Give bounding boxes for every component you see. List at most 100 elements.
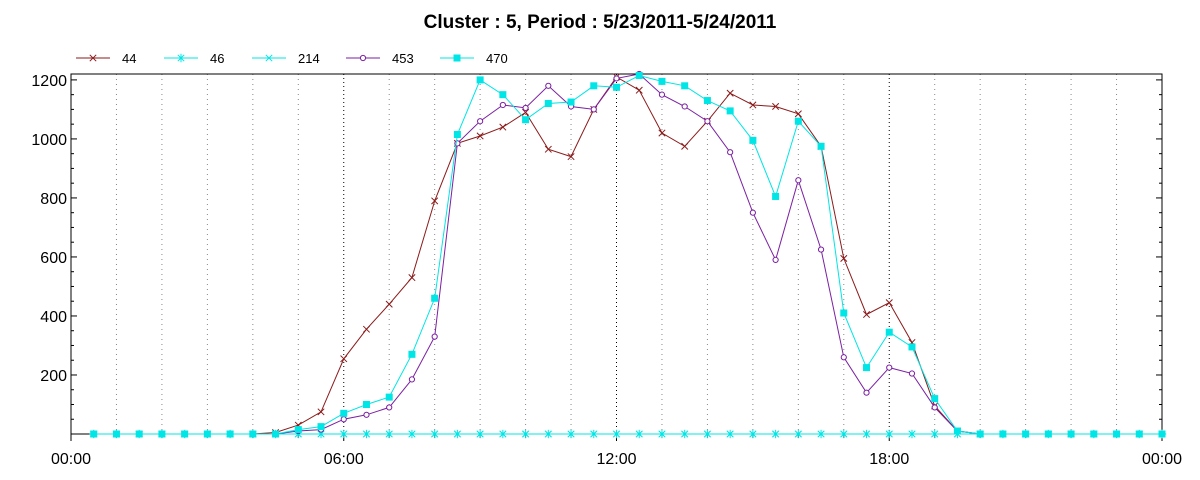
data-point — [1067, 430, 1075, 438]
data-point — [1044, 430, 1052, 438]
data-point — [1113, 430, 1121, 438]
data-point — [453, 54, 461, 62]
data-point — [681, 103, 688, 110]
data-point — [135, 430, 143, 438]
legend-item-470: 470 — [440, 51, 508, 66]
legend-item-46: 46 — [164, 51, 224, 66]
data-point — [453, 430, 461, 438]
data-point — [340, 416, 347, 423]
data-point — [408, 376, 416, 383]
data-point — [840, 254, 848, 262]
data-point — [703, 430, 711, 438]
data-point — [567, 153, 575, 161]
data-point — [840, 354, 847, 361]
legend-label: 453 — [392, 51, 414, 66]
data-point — [453, 130, 461, 138]
data-point — [794, 117, 802, 125]
data-point — [385, 393, 393, 401]
data-point — [749, 101, 757, 109]
data-point — [658, 129, 666, 137]
y-tick-label: 600 — [40, 250, 67, 267]
data-point — [840, 309, 848, 317]
data-point — [499, 91, 507, 99]
data-point — [385, 430, 393, 438]
data-point — [362, 430, 371, 438]
data-point — [317, 408, 325, 416]
data-point — [749, 136, 757, 144]
data-point — [544, 430, 552, 438]
x-tick-label: 06:00 — [324, 451, 364, 468]
data-point — [431, 197, 439, 205]
series-line — [93, 76, 1162, 435]
data-point — [772, 430, 780, 438]
data-point — [112, 430, 120, 438]
chart-title: Cluster : 5, Period : 5/23/2011-5/24/201… — [423, 12, 777, 33]
data-point — [863, 364, 871, 372]
data-point — [703, 97, 711, 105]
data-point — [476, 132, 484, 140]
data-point — [908, 370, 916, 377]
data-point — [794, 110, 802, 118]
data-point — [363, 411, 370, 418]
data-point — [931, 430, 939, 438]
y-tick-label: 1200 — [31, 73, 67, 90]
data-point — [522, 108, 530, 116]
data-point — [681, 82, 689, 90]
data-point — [953, 427, 961, 435]
legend-label: 214 — [298, 51, 320, 66]
legend-item-214: 214 — [252, 51, 320, 66]
y-tick-label: 800 — [40, 191, 67, 208]
data-point — [658, 77, 666, 85]
data-point — [908, 430, 916, 438]
data-point — [613, 75, 620, 82]
data-point — [340, 409, 348, 417]
data-point — [999, 430, 1007, 438]
data-point — [340, 355, 348, 363]
data-point — [931, 404, 938, 411]
data-point — [590, 82, 598, 90]
data-point — [885, 328, 893, 336]
data-point — [431, 430, 439, 438]
data-point — [931, 395, 939, 403]
chart-grid — [115, 74, 1118, 434]
data-point — [681, 430, 689, 438]
data-point — [567, 430, 575, 438]
legend-item-44: 44 — [76, 51, 136, 66]
series-470 — [90, 71, 1166, 438]
data-point — [886, 364, 893, 371]
chart-series — [89, 70, 1167, 439]
data-point — [795, 177, 802, 184]
data-point — [567, 98, 575, 106]
data-point — [545, 82, 552, 89]
data-point — [477, 118, 484, 125]
data-point — [408, 430, 416, 438]
data-point — [203, 430, 211, 438]
data-point — [408, 274, 416, 282]
data-point — [658, 430, 666, 438]
legend-label: 46 — [210, 51, 224, 66]
data-point — [499, 101, 506, 109]
data-point — [362, 400, 370, 408]
data-point — [772, 256, 779, 264]
data-point — [544, 145, 552, 153]
data-point — [817, 246, 825, 253]
data-point — [772, 192, 780, 200]
x-tick-label: 00:00 — [51, 451, 91, 468]
data-point — [590, 430, 598, 438]
chart-legend: 44 46 214 453 470 — [76, 51, 508, 66]
data-point — [226, 430, 234, 438]
data-point — [90, 430, 98, 438]
y-tick-label: 400 — [40, 309, 67, 326]
data-point — [704, 118, 711, 125]
data-point — [158, 430, 166, 438]
data-point — [772, 102, 780, 111]
y-tick-label: 200 — [40, 368, 67, 385]
data-point — [272, 430, 280, 438]
x-tick-label: 18:00 — [869, 451, 909, 468]
data-point — [794, 430, 802, 438]
legend-label: 470 — [486, 51, 508, 66]
data-point — [176, 53, 186, 63]
data-point — [863, 389, 870, 396]
data-point — [522, 430, 530, 438]
data-point — [726, 89, 734, 97]
